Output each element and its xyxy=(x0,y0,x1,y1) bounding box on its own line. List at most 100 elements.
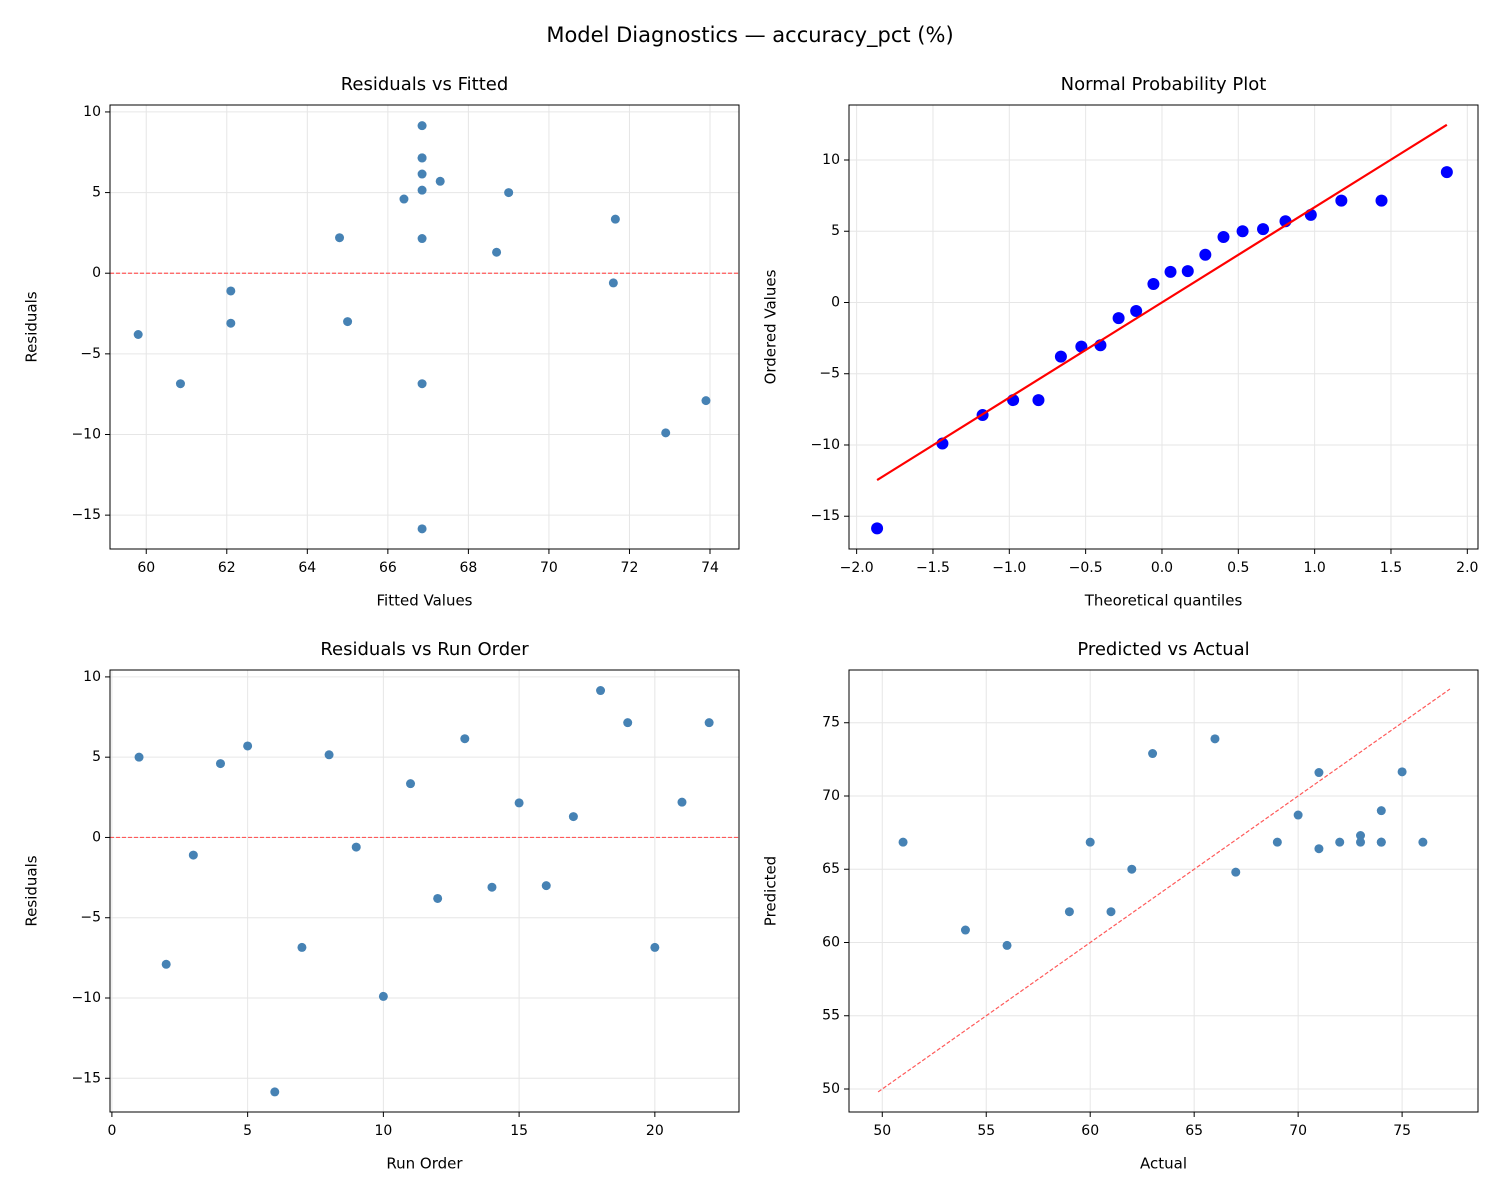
y-tick-label: −15 xyxy=(71,507,101,523)
point xyxy=(1314,768,1324,778)
subplot-title: Predicted vs Actual xyxy=(1077,639,1249,660)
y-tick-label: −10 xyxy=(810,437,840,453)
point xyxy=(1002,940,1012,950)
x-tick-label: 20 xyxy=(646,1123,664,1139)
y-tick-label: −5 xyxy=(80,910,101,926)
point xyxy=(417,185,427,195)
x-tick-label: 0 xyxy=(107,1123,116,1139)
point xyxy=(898,837,908,847)
point xyxy=(1112,312,1125,325)
y-axis-label: Residuals xyxy=(23,291,41,362)
point xyxy=(541,881,551,891)
point xyxy=(1335,194,1348,207)
point xyxy=(504,188,514,198)
x-tick-label: 70 xyxy=(540,560,558,576)
x-tick-label: 60 xyxy=(1081,1123,1099,1139)
point xyxy=(623,718,633,728)
point xyxy=(1181,265,1194,278)
y-tick-label: 10 xyxy=(83,669,101,685)
point xyxy=(1148,749,1158,759)
point xyxy=(226,318,236,328)
point xyxy=(1210,734,1220,744)
x-tick-label: 50 xyxy=(873,1123,891,1139)
x-tick-label: 65 xyxy=(1185,1123,1203,1139)
x-tick-label: 55 xyxy=(977,1123,995,1139)
point xyxy=(1130,305,1143,318)
point xyxy=(417,234,427,244)
x-tick-label: 62 xyxy=(218,560,236,576)
point xyxy=(661,428,671,438)
point xyxy=(1106,907,1116,917)
figure-title: Model Diagnostics — accuracy_pct (%) xyxy=(546,23,953,48)
point xyxy=(1356,831,1366,841)
y-tick-label: 0 xyxy=(831,294,840,310)
point xyxy=(492,247,502,257)
point xyxy=(1199,248,1212,261)
point xyxy=(1231,867,1241,877)
point xyxy=(1085,837,1095,847)
point xyxy=(568,812,578,822)
y-axis-label: Residuals xyxy=(23,855,41,926)
y-tick-label: 5 xyxy=(92,185,101,201)
x-axis-label: Actual xyxy=(1140,1155,1187,1173)
x-tick-label: 75 xyxy=(1393,1123,1411,1139)
point xyxy=(188,850,198,860)
x-tick-label: 2.0 xyxy=(1456,560,1478,576)
y-tick-label: 0 xyxy=(92,829,101,845)
axes-frame xyxy=(109,104,740,550)
point xyxy=(297,942,307,952)
subplot: Residuals vs Run Order Run Order Residuals… xyxy=(23,639,740,1173)
y-tick-label: −15 xyxy=(71,1070,101,1086)
x-tick-label: 1.5 xyxy=(1380,560,1402,576)
point xyxy=(351,842,361,852)
y-tick-label: 5 xyxy=(831,223,840,239)
point xyxy=(417,121,427,131)
subplot: Normal Probability Plot Theoretical quant… xyxy=(762,74,1479,610)
point xyxy=(1032,394,1045,407)
point xyxy=(596,686,606,696)
point xyxy=(433,893,443,903)
point xyxy=(417,524,427,534)
point xyxy=(335,233,345,243)
point xyxy=(1147,277,1160,290)
point xyxy=(1293,810,1303,820)
y-tick-label: −10 xyxy=(71,990,101,1006)
y-tick-label: −10 xyxy=(71,426,101,442)
point xyxy=(610,214,620,224)
y-tick-label: 60 xyxy=(822,934,840,950)
axes-frame xyxy=(848,104,1479,550)
x-axis-label: Run Order xyxy=(386,1155,463,1173)
point xyxy=(417,379,427,389)
x-tick-label: 0.5 xyxy=(1227,560,1249,576)
point xyxy=(399,194,409,204)
point xyxy=(1217,230,1230,243)
x-tick-label: −1.0 xyxy=(992,560,1026,576)
point xyxy=(133,329,143,339)
point xyxy=(1440,166,1453,179)
point xyxy=(134,752,144,762)
x-axis-label: Theoretical quantiles xyxy=(1084,592,1243,610)
axes-frame xyxy=(848,669,1479,1113)
point xyxy=(270,1087,280,1097)
point xyxy=(1164,265,1177,278)
y-tick-label: 75 xyxy=(822,715,840,731)
point xyxy=(1272,837,1282,847)
subplot: Predicted vs Actual Actual Predicted 50 55 60… xyxy=(762,639,1479,1173)
x-tick-label: 5 xyxy=(243,1123,252,1139)
point xyxy=(514,798,524,808)
y-tick-label: 50 xyxy=(822,1081,840,1097)
point xyxy=(435,176,445,186)
x-tick-label: 68 xyxy=(459,560,477,576)
point xyxy=(324,750,334,760)
point xyxy=(175,379,185,389)
point xyxy=(1064,907,1074,917)
point xyxy=(378,991,388,1001)
point xyxy=(1376,837,1386,847)
point xyxy=(1375,194,1388,207)
point xyxy=(1376,806,1386,816)
x-tick-label: 70 xyxy=(1289,1123,1307,1139)
fit-line xyxy=(876,123,1448,481)
y-tick-label: 10 xyxy=(83,104,101,120)
x-axis-label: Fitted Values xyxy=(377,592,473,610)
